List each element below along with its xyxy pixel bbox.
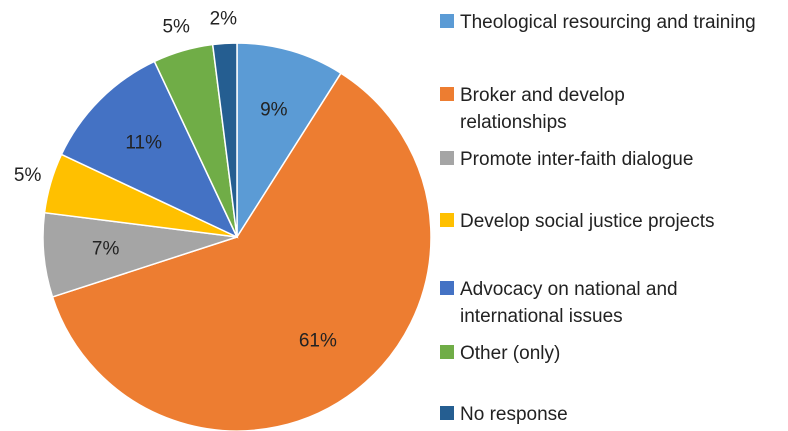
- legend-label: Advocacy on national and international i…: [460, 279, 678, 327]
- legend-item: No response: [440, 401, 788, 428]
- legend-swatch: [440, 406, 454, 420]
- data-label: 61%: [299, 330, 337, 351]
- pie-slice: [236, 42, 342, 240]
- data-label: 9%: [260, 99, 288, 120]
- legend-label: No response: [460, 404, 568, 425]
- legend-swatch: [440, 345, 454, 359]
- data-label: 5%: [162, 17, 190, 38]
- legend-label: Promote inter-faith dialogue: [460, 149, 694, 170]
- legend-swatch: [440, 14, 454, 28]
- legend-item: Broker and develop relationships: [440, 82, 660, 136]
- legend-item: Theological resourcing and training: [440, 9, 760, 36]
- data-label: 7%: [92, 238, 120, 259]
- data-label: 5%: [14, 165, 42, 186]
- data-label: 11%: [125, 133, 162, 154]
- pie-slice: [60, 60, 239, 239]
- legend-item: Develop social justice projects: [440, 208, 788, 235]
- pie-slice: [211, 42, 238, 238]
- legend-label: Theological resourcing and training: [460, 12, 756, 33]
- legend-label: Other (only): [460, 343, 561, 364]
- legend-swatch: [440, 151, 454, 165]
- legend-label: Develop social justice projects: [460, 211, 715, 232]
- pie-slice: [51, 72, 432, 431]
- legend-item: Other (only): [440, 340, 788, 367]
- legend-label: Broker and develop relationships: [460, 85, 625, 133]
- legend-swatch: [440, 281, 454, 295]
- legend-item: Advocacy on national and international i…: [440, 276, 760, 330]
- data-label: 2%: [210, 8, 238, 29]
- legend-item: Promote inter-faith dialogue: [440, 146, 788, 173]
- legend-swatch: [440, 213, 454, 227]
- legend-swatch: [440, 87, 454, 101]
